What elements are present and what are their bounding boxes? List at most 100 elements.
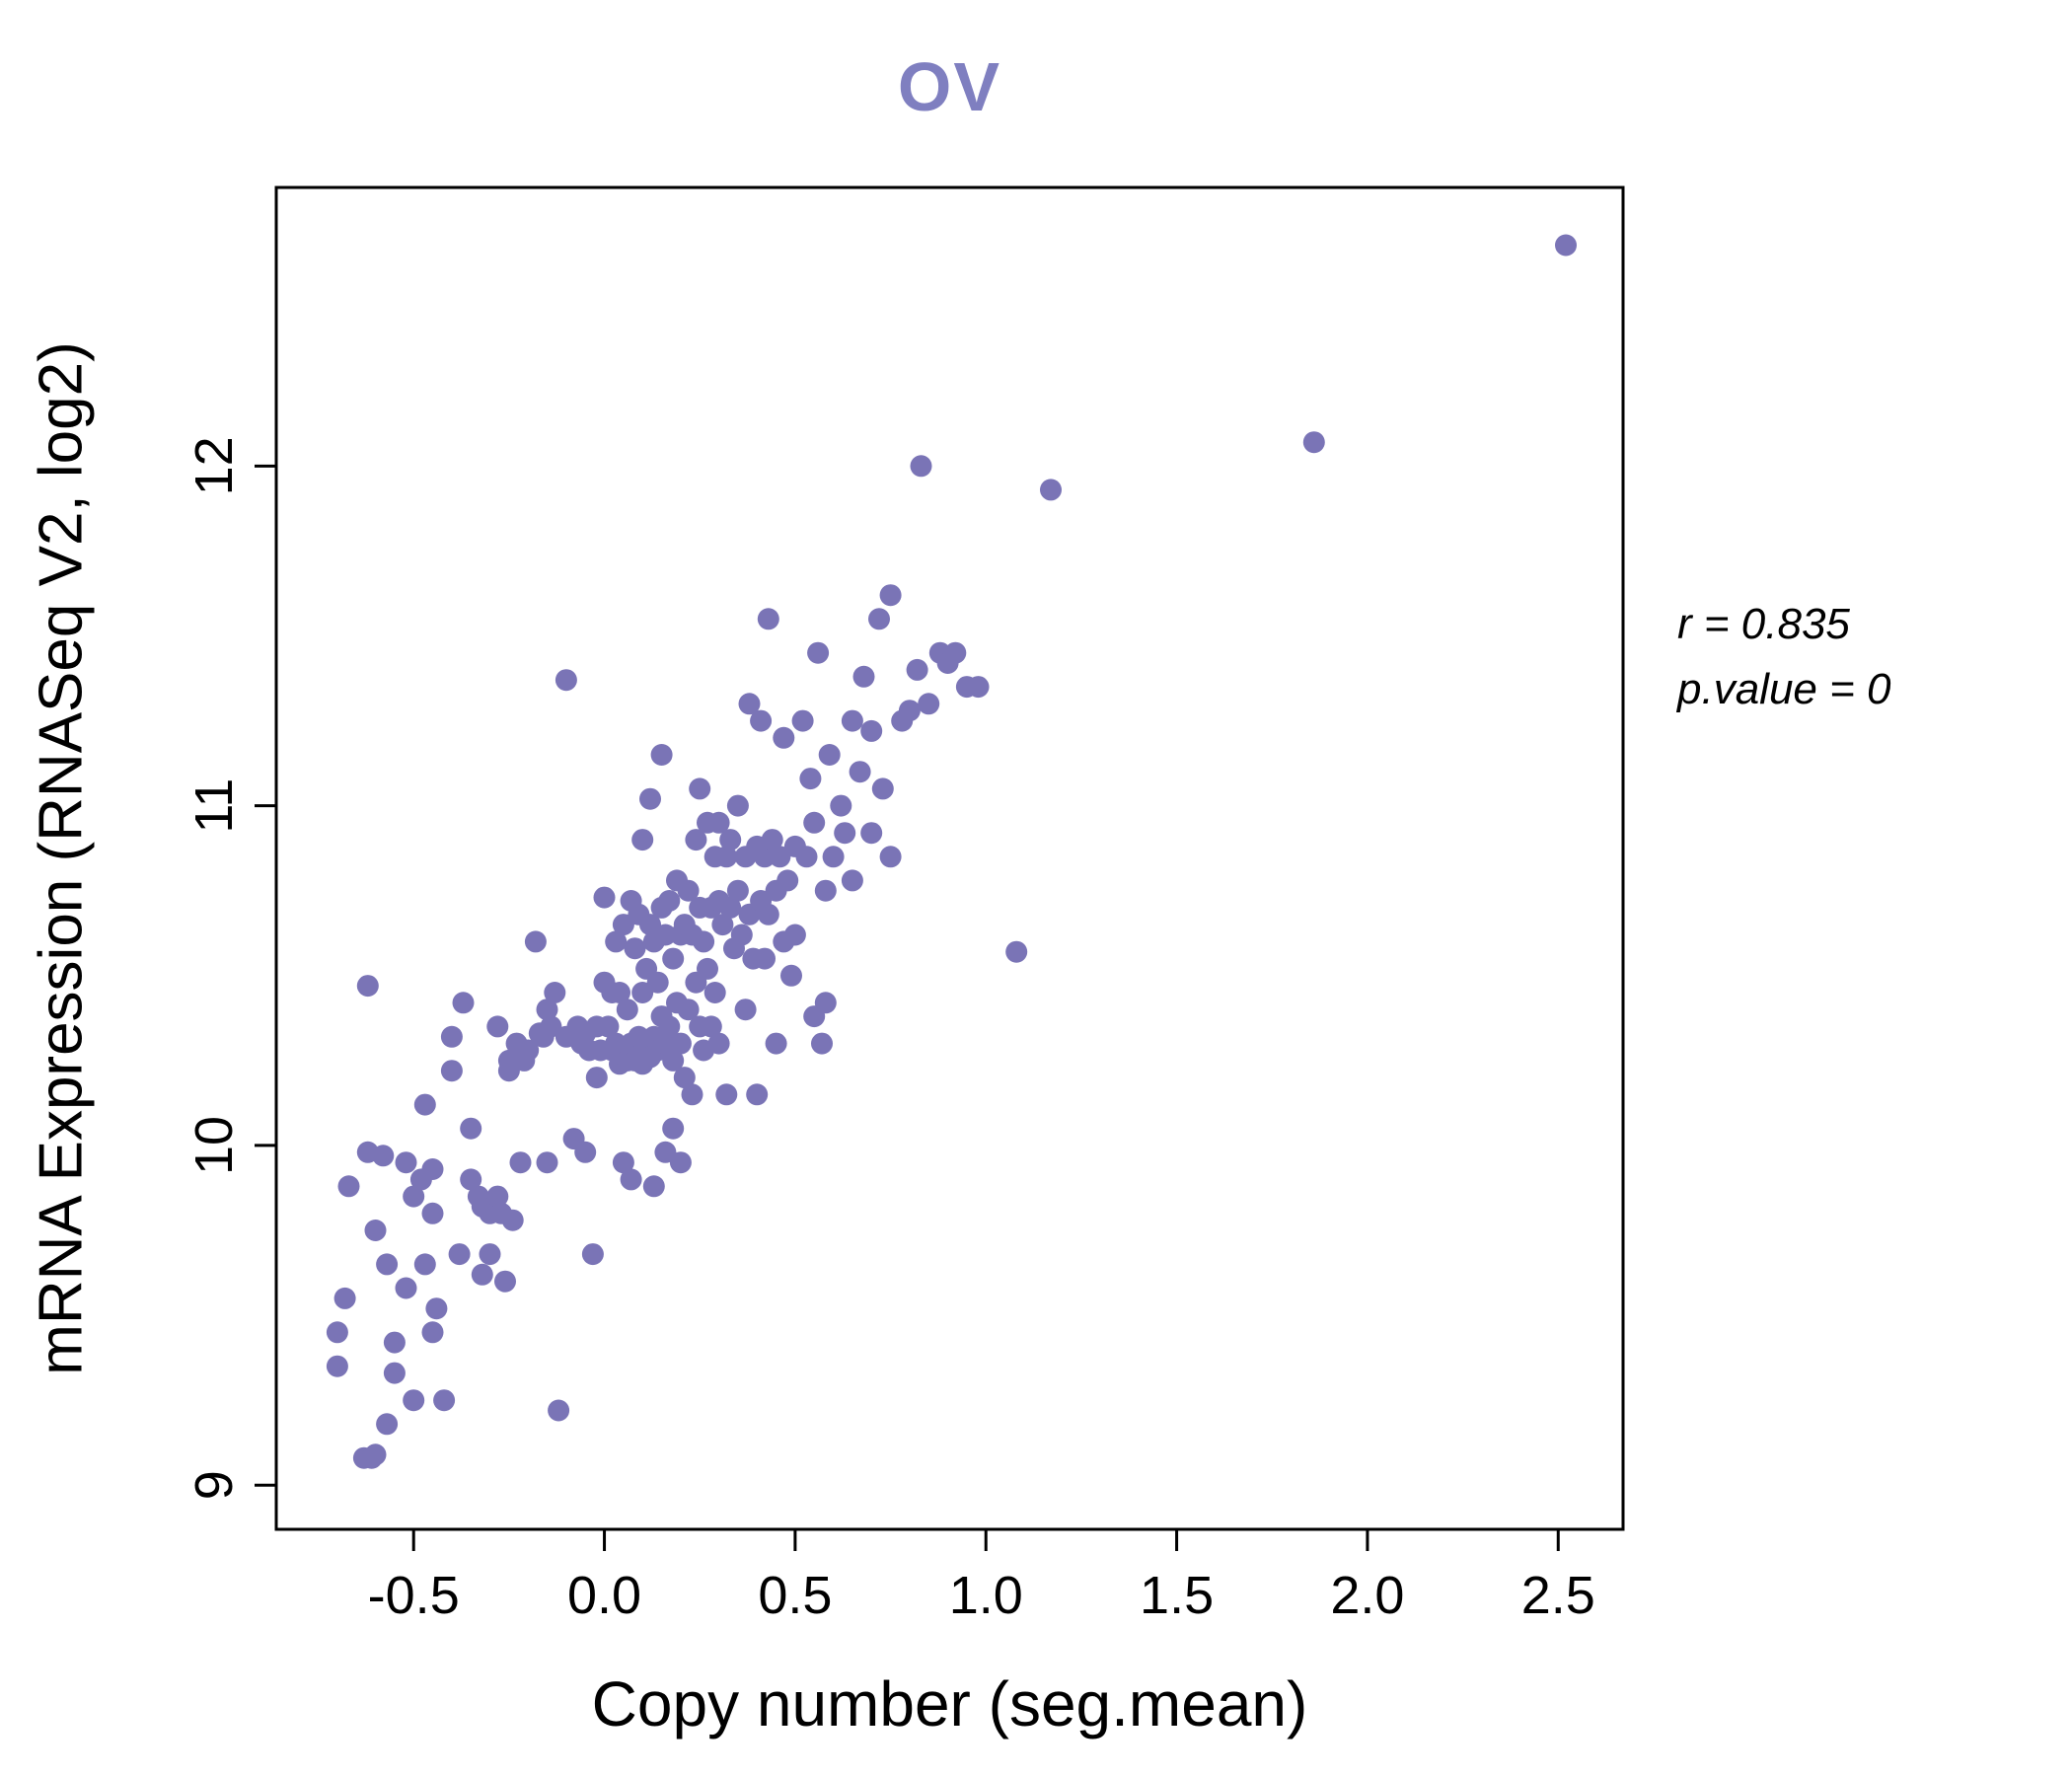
scatter-point [581,1243,604,1266]
scatter-point [662,1117,685,1140]
p-value-text: p.value = 0 [1677,665,1891,713]
scatter-point [689,777,711,800]
scatter-point [501,1209,524,1231]
scatter-point [1005,940,1028,963]
scatter-point [620,1168,642,1191]
scatter-point [654,1141,677,1163]
scatter-point [448,1243,471,1266]
scatter-point [860,822,883,845]
scatter-point [536,1151,558,1174]
scatter-point [364,1220,387,1241]
scatter-point [871,777,894,800]
scatter-point [707,1032,730,1055]
scatter-point [662,947,685,970]
scatter-point [356,975,379,998]
scatter-point [910,455,932,478]
scatter-point [376,1253,399,1276]
scatter-point [879,584,902,607]
scatter-point [765,1032,787,1055]
scatter-point [754,846,776,868]
scatter-point [440,1060,463,1082]
scatter-point [433,1389,456,1412]
scatter-point [517,1039,540,1062]
scatter-point [783,924,806,946]
plot-border [274,185,1625,1531]
scatter-point [681,1083,703,1106]
scatter-point [333,1287,356,1309]
scatter-point [494,1270,516,1293]
scatter-point [646,971,669,994]
scatter-point [642,1175,665,1198]
x-axis-tick-label: 0.5 [758,1566,832,1625]
scatter-point [497,1060,520,1082]
scatter-point [555,669,577,692]
scatter-point [460,1168,482,1191]
scatter-point [654,924,677,946]
scatter-point [524,930,547,953]
scatter-point [814,992,837,1014]
scatter-point [730,924,753,946]
scatter-point [879,846,902,868]
scatter-point [639,787,661,810]
y-axis-tick-label: 9 [185,1470,244,1500]
scatter-point [616,999,638,1021]
scatter-point [711,914,734,936]
chart-title: OV [897,48,1002,125]
scatter-point [818,744,841,766]
scatter-point [780,964,802,987]
scatter-point [830,794,852,817]
scatter-point [654,1032,677,1055]
scatter-point [395,1277,417,1299]
scatter-point [700,1015,722,1038]
scatter-point [738,693,761,715]
scatter-point [757,903,779,925]
scatter-point [669,1151,692,1174]
scatter-point [697,957,718,980]
scatter-point [791,709,814,732]
scatter-point [383,1362,406,1384]
scatter-point [754,947,776,970]
scatter-point [425,1297,448,1320]
scatter-point [413,1093,436,1116]
scatter-point [852,665,875,688]
scatter-point [421,1158,444,1180]
scatter-point [479,1243,501,1266]
scatter-point [372,1145,395,1167]
scatter-point [944,641,967,664]
scatter-point [811,1032,833,1055]
y-axis-tick-label: 11 [185,778,244,834]
y-axis-tick-label: 10 [185,1116,244,1175]
y-axis-tick-label: 12 [185,436,244,495]
scatter-point [795,846,818,868]
x-axis-tick-label: 0.0 [567,1566,641,1625]
scatter-point [452,992,475,1014]
scatter-point [757,608,779,630]
scatter-point [460,1117,482,1140]
scatter-point [677,879,700,902]
scatter-point [650,744,673,766]
x-axis-tick-label: -0.5 [368,1566,460,1625]
scatter-point [807,641,830,664]
scatter-point [834,822,856,845]
scatter-point [898,700,921,722]
scatter-point [662,1049,685,1072]
x-axis-tick-label: 1.0 [949,1566,1023,1625]
scatter-point [486,1185,509,1208]
scatter-point [574,1141,597,1163]
scatter-point [548,1399,570,1422]
scatter-point [631,829,654,851]
scatter-point [440,1025,463,1048]
scatter-point [631,982,654,1003]
scatter-point [544,982,566,1003]
scatter-point [719,896,742,919]
scatter-point [540,1015,562,1038]
scatter-point [376,1413,399,1436]
scatter-point [693,930,715,953]
scatter-point [624,937,646,960]
scatter-point [746,1083,769,1106]
scatter-point [726,879,749,902]
scatter-point [669,1032,692,1055]
x-axis-label: Copy number (seg.mean) [591,1668,1308,1739]
scatter-point [677,999,700,1021]
